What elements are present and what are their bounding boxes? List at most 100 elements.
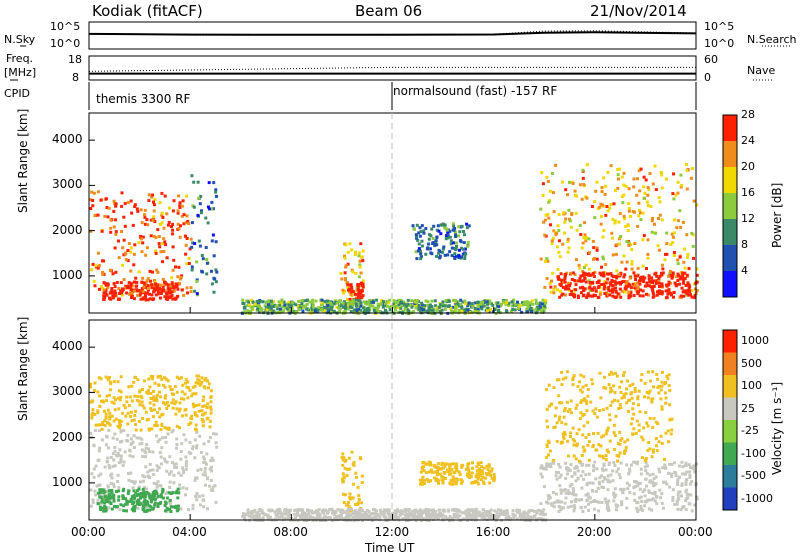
- p-cell-6-6: [583, 266, 586, 269]
- v-cell-6-214: [545, 443, 549, 447]
- v-cell-0-59: [158, 451, 162, 455]
- p-cell-8-301: [377, 310, 381, 314]
- v-cell-2-256: [184, 407, 188, 411]
- v-cell-6-101: [575, 432, 579, 436]
- v-cell-0-254: [203, 466, 207, 470]
- p-cell-6-118: [615, 243, 619, 247]
- p-cell-0-169: [101, 259, 104, 263]
- p-cell-6-185: [545, 277, 549, 280]
- p-cell-7-198: [601, 271, 605, 275]
- noise-panel-frame: [88, 21, 697, 50]
- p-cell-6-253: [642, 196, 646, 200]
- p-cell-7-133: [687, 283, 691, 287]
- v-cell-0-283: [178, 487, 182, 491]
- p-cell-6-259: [668, 269, 672, 273]
- v-cell-2-81: [193, 384, 197, 388]
- v-cell-0-45: [103, 465, 107, 469]
- p-cell-7-310: [657, 276, 661, 280]
- p-cell-7-140: [620, 289, 624, 293]
- v-cell-4-21: [420, 481, 423, 484]
- v-cell-5-231: [625, 481, 629, 485]
- p-cell-6-293: [603, 192, 607, 196]
- p-cell-7-190: [673, 281, 677, 285]
- v-cell-4-177: [490, 469, 494, 473]
- p-cell-0-29: [96, 190, 100, 194]
- p-cell-7-210: [608, 281, 612, 285]
- v-cell-5-16: [668, 485, 672, 489]
- p-cell-7-168: [660, 292, 664, 296]
- p-cell-7-323: [657, 281, 661, 285]
- p-cell-7-320: [638, 279, 641, 283]
- v-cell-2-131: [174, 412, 178, 416]
- v-cell-0-188: [118, 508, 122, 512]
- p-cell-8-6: [384, 304, 388, 308]
- nsky-label: N.Sky: [4, 33, 36, 46]
- pow-swatch-5: [723, 245, 737, 271]
- p-cell-5-75: [450, 246, 454, 250]
- v-cell-3-29: [341, 472, 345, 476]
- p-cell-0-206: [94, 264, 98, 268]
- p-cell-8-564: [338, 307, 342, 311]
- v-cell-2-143: [195, 374, 199, 378]
- p-cell-5-70: [453, 227, 457, 230]
- p-cell-7-11: [660, 273, 664, 277]
- p-cell-7-154: [645, 292, 648, 296]
- v-cell-1-20: [159, 493, 163, 497]
- p-cell-6-337: [622, 183, 626, 187]
- p-cell-7-91: [598, 271, 602, 275]
- v-cell-5-178: [557, 505, 561, 508]
- p-cell-8-465: [388, 308, 392, 312]
- p-cell-8-708: [438, 309, 442, 313]
- p-cell-0-132: [136, 209, 140, 213]
- p-cell-6-81: [551, 236, 555, 240]
- p-cell-0-12: [132, 263, 136, 267]
- v-cell-2-224: [163, 385, 167, 389]
- p-cell-7-69: [679, 276, 683, 280]
- v-cell-3-19: [351, 462, 355, 466]
- p-cell-5-117: [415, 257, 419, 261]
- v-cell-2-178: [109, 388, 113, 392]
- v-cell-0-113: [206, 476, 210, 480]
- p-cell-6-274: [572, 291, 576, 295]
- v-cell-5-67: [586, 492, 590, 496]
- p-cell-8-719: [382, 300, 386, 304]
- v-cell-6-141: [660, 405, 664, 409]
- v-cell-0-248: [203, 457, 206, 461]
- v-cell-2-281: [130, 399, 134, 403]
- p-cell-0-42: [146, 223, 150, 227]
- p-cell-8-502: [441, 304, 445, 308]
- v-cell-7-362: [317, 508, 321, 512]
- p-cell-6-238: [609, 164, 613, 168]
- v-cell-7-302: [371, 512, 374, 516]
- p-cell-8-77: [538, 303, 542, 307]
- freq-label: Freq.: [6, 52, 34, 65]
- p-cell-3-0: [343, 254, 346, 258]
- p-cell-8-547: [517, 307, 520, 310]
- p-cell-5-112: [424, 252, 428, 256]
- p-cell-3-45: [353, 253, 357, 257]
- p-cell-2-37: [200, 254, 204, 257]
- p-cell-0-83: [120, 293, 124, 297]
- v-cell-4-30: [482, 466, 486, 470]
- p-cell-8-407: [323, 300, 327, 304]
- v-cell-5-328: [603, 477, 607, 481]
- v-cell-3-46: [345, 467, 349, 471]
- v-cell-6-28: [661, 370, 664, 374]
- p-cell-6-360: [633, 242, 637, 245]
- p-cell-7-94: [672, 295, 675, 299]
- v-cell-5-90: [572, 490, 575, 493]
- v-cell-6-289: [613, 423, 616, 427]
- p-cell-3-22: [354, 272, 358, 275]
- p-cell-7-104: [619, 295, 623, 299]
- v-cell-6-267: [605, 428, 609, 432]
- v-cell-7-295: [459, 510, 463, 514]
- p-cell-8-318: [267, 299, 271, 303]
- v-cell-3-42: [343, 466, 347, 470]
- p-cell-7-99: [592, 275, 596, 278]
- v-cell-2-77: [203, 378, 207, 382]
- v-cell-6-41: [545, 419, 549, 423]
- v-cell-6-156: [665, 374, 669, 378]
- y-tick-label-1-1: 2000: [52, 429, 83, 444]
- p-cell-8-602: [437, 305, 441, 309]
- p-cell-8-130: [388, 298, 392, 302]
